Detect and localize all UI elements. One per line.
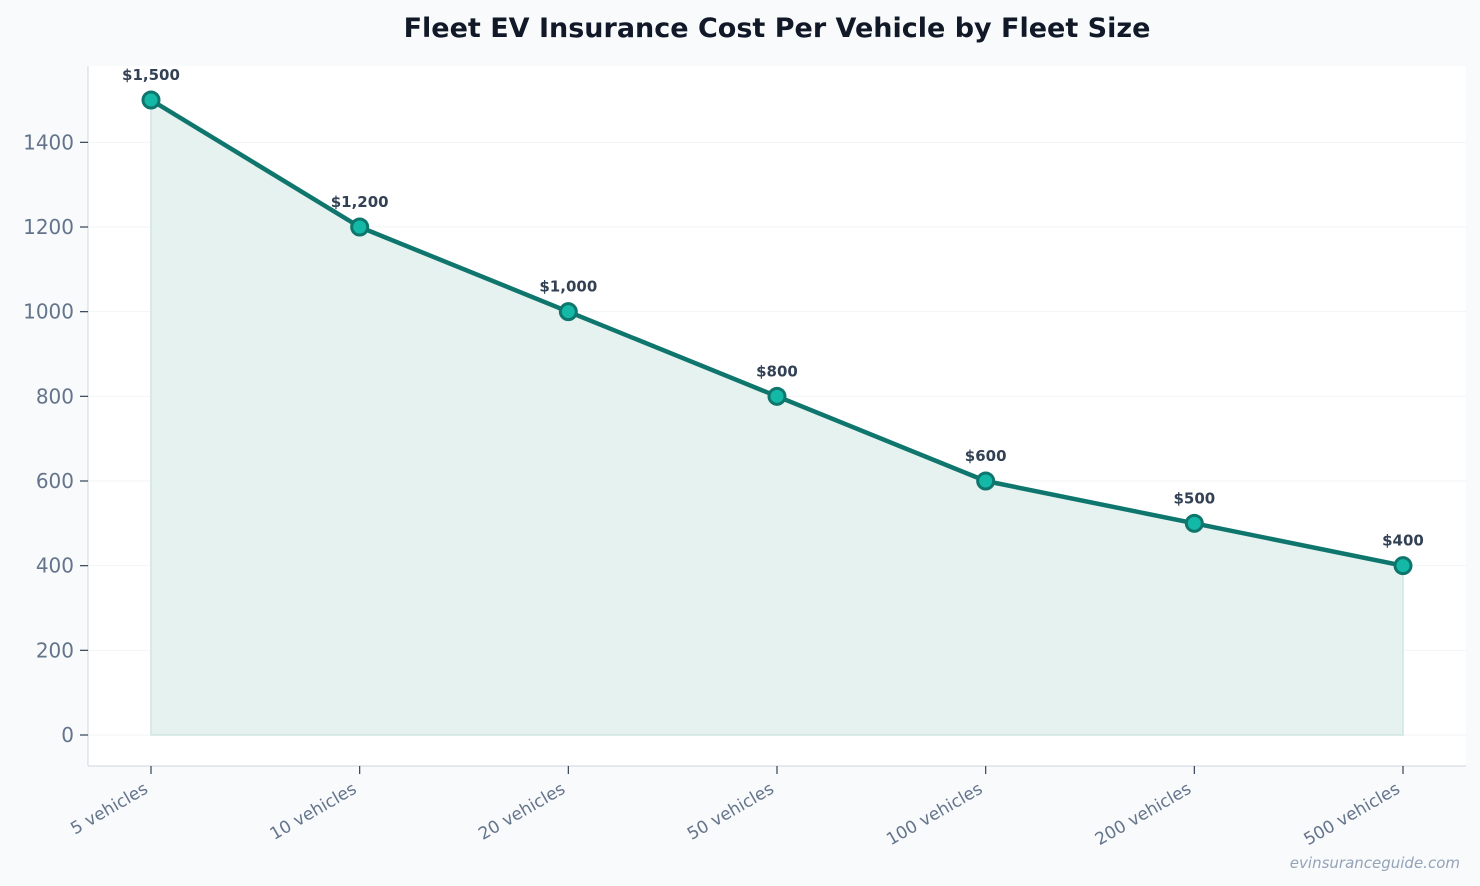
data-label-0: $1,500 — [122, 66, 180, 84]
data-point-6 — [1393, 556, 1413, 576]
chart-title: Fleet EV Insurance Cost Per Vehicle by F… — [404, 13, 1151, 44]
x-tick-label-3: 50 vehicles — [684, 779, 778, 845]
y-tick-label-400: 400 — [36, 554, 74, 578]
x-tick-label-5: 200 vehicles — [1092, 779, 1195, 850]
data-label-4: $600 — [965, 447, 1007, 465]
x-tick-labels: 5 vehicles 10 vehicles 20 vehicles 50 vehic… — [67, 766, 1404, 850]
data-point-1 — [350, 217, 370, 237]
data-label-6: $400 — [1382, 532, 1424, 550]
y-tick-label-600: 600 — [36, 469, 74, 493]
data-label-2: $1,000 — [539, 278, 597, 296]
data-point-4 — [976, 471, 996, 491]
y-tick-label-200: 200 — [36, 638, 74, 662]
data-label-3: $800 — [756, 362, 798, 380]
y-tick-label-1000: 1000 — [23, 300, 74, 324]
data-point-0 — [141, 90, 161, 110]
data-markers — [141, 90, 1413, 576]
y-tick-label-800: 800 — [36, 384, 74, 408]
data-point-3 — [767, 386, 787, 406]
y-tick-label-1400: 1400 — [23, 130, 74, 154]
y-tick-labels: 0 200 400 600 800 1000 1200 1400 — [23, 130, 88, 747]
data-label-5: $500 — [1173, 489, 1215, 507]
watermark-text: evinsuranceguide.com — [1290, 854, 1460, 872]
x-tick-label-1: 10 vehicles — [267, 779, 361, 845]
data-point-5 — [1184, 513, 1204, 533]
x-tick-label-4: 100 vehicles — [883, 779, 986, 850]
x-tick-label-2: 20 vehicles — [475, 779, 569, 845]
x-tick-label-6: 500 vehicles — [1301, 779, 1404, 850]
data-point-2 — [558, 302, 578, 322]
y-tick-label-0: 0 — [61, 723, 74, 747]
x-tick-label-0: 5 vehicles — [67, 779, 151, 839]
data-label-1: $1,200 — [331, 193, 389, 211]
data-labels: $1,500 $1,200 $1,000 $800 $600 $500 $400 — [122, 66, 1424, 550]
y-tick-label-1200: 1200 — [23, 215, 74, 239]
